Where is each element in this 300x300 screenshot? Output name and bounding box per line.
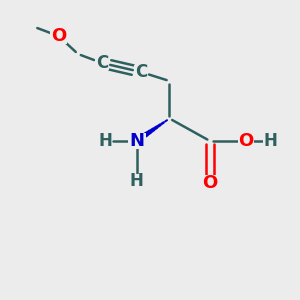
FancyBboxPatch shape xyxy=(263,134,277,148)
Text: O: O xyxy=(51,27,66,45)
FancyBboxPatch shape xyxy=(238,133,254,149)
Text: H: H xyxy=(98,132,112,150)
Text: H: H xyxy=(263,132,277,150)
Text: C: C xyxy=(96,54,108,72)
Text: O: O xyxy=(238,132,253,150)
Text: H: H xyxy=(130,172,143,190)
FancyBboxPatch shape xyxy=(202,175,218,191)
FancyBboxPatch shape xyxy=(129,174,144,189)
FancyBboxPatch shape xyxy=(128,133,146,149)
FancyBboxPatch shape xyxy=(134,65,148,79)
FancyBboxPatch shape xyxy=(50,28,67,44)
Text: C: C xyxy=(135,63,147,81)
FancyBboxPatch shape xyxy=(95,56,109,70)
FancyBboxPatch shape xyxy=(98,134,112,148)
Text: N: N xyxy=(129,132,144,150)
Text: O: O xyxy=(202,174,217,192)
